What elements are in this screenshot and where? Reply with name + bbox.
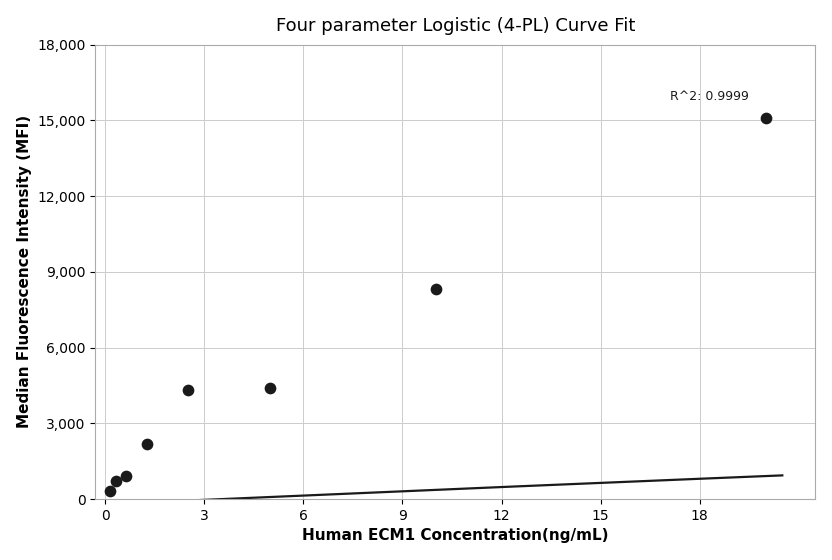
Y-axis label: Median Fluorescence Intensity (MFI): Median Fluorescence Intensity (MFI): [17, 115, 32, 428]
X-axis label: Human ECM1 Concentration(ng/mL): Human ECM1 Concentration(ng/mL): [302, 528, 608, 543]
Point: [759, 113, 772, 122]
Point: [140, 439, 153, 448]
Text: R^2: 0.9999: R^2: 0.9999: [671, 90, 750, 102]
Point: [181, 386, 195, 395]
Title: Four parameter Logistic (4-PL) Curve Fit: Four parameter Logistic (4-PL) Curve Fit: [275, 17, 635, 35]
Point: [104, 487, 117, 496]
Point: [428, 285, 442, 294]
Point: [119, 472, 132, 481]
Point: [264, 384, 277, 393]
Point: [109, 477, 122, 486]
